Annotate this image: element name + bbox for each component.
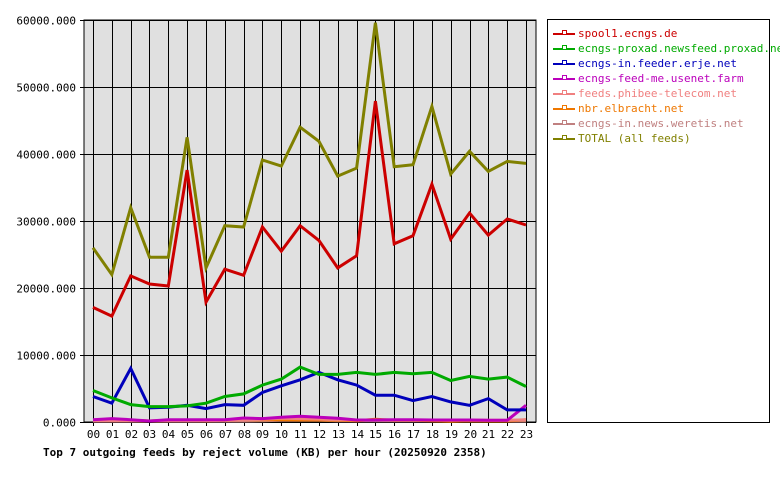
legend-item: TOTAL (all feeds) — [553, 131, 691, 146]
chart-title: Top 7 outgoing feeds by reject volume (K… — [43, 446, 487, 459]
x-tick-label: 20 — [464, 428, 477, 441]
x-tick-label: 22 — [501, 428, 514, 441]
y-tick-label: 50000.000 — [16, 82, 76, 95]
legend-label: TOTAL (all feeds) — [578, 132, 691, 145]
legend: spool1.ecngs.de ecngs-proxad.newsfeed.pro… — [547, 19, 780, 423]
legend-label: ecngs-feed-me.usenet.farm — [578, 72, 744, 85]
x-tick-label: 11 — [294, 428, 307, 441]
x-tick-label: 12 — [313, 428, 326, 441]
y-tick-label: 40000.000 — [16, 149, 76, 162]
legend-label: feeds.phibee-telecom.net — [578, 87, 737, 100]
legend-swatch-icon — [553, 89, 575, 98]
legend-swatch-icon — [553, 119, 575, 128]
legend-item: ecngs-in.news.weretis.net — [553, 116, 744, 131]
series-line-spool1-ecngs-de — [92, 100, 527, 319]
x-tick-label: 03 — [143, 428, 156, 441]
series-line-ecngs-feed-me-usenet-farm — [92, 404, 527, 423]
y-tick-label: 20000.000 — [16, 283, 76, 296]
x-tick-label: 17 — [407, 428, 420, 441]
y-axis: 0.000 10000.000 20000.000 30000.000 40000.00… — [16, 15, 84, 430]
legend-item: ecngs-proxad.newsfeed.proxad.net — [553, 41, 780, 56]
legend-swatch-icon — [553, 44, 575, 53]
legend-swatch-icon — [553, 104, 575, 113]
x-tick-label: 14 — [351, 428, 365, 441]
x-tick-label: 21 — [482, 428, 495, 441]
x-tick-label: 23 — [520, 428, 533, 441]
legend-swatch-icon — [553, 29, 575, 38]
legend-label: nbr.elbracht.net — [578, 102, 684, 115]
legend-item: nbr.elbracht.net — [553, 101, 684, 116]
x-tick-label: 06 — [200, 428, 213, 441]
y-tick-label: 0.000 — [43, 417, 76, 430]
x-tick-label: 09 — [256, 428, 269, 441]
series-line-ecngs-proxad-newsfeed-proxad-net — [92, 365, 527, 409]
legend-item: ecngs-in.feeder.erje.net — [553, 56, 737, 71]
x-tick-label: 04 — [162, 428, 176, 441]
legend-label: ecngs-in.feeder.erje.net — [578, 57, 737, 70]
legend-item: spool1.ecngs.de — [553, 26, 677, 41]
legend-item: feeds.phibee-telecom.net — [553, 86, 737, 101]
series-line-total-all-feeds- — [91, 22, 527, 279]
gridlines — [84, 20, 536, 423]
x-tick-label: 10 — [275, 428, 288, 441]
legend-label: spool1.ecngs.de — [578, 27, 678, 40]
x-tick-label: 19 — [445, 428, 458, 441]
y-tick-label: 60000.000 — [16, 15, 76, 28]
x-tick-label: 01 — [106, 428, 119, 441]
legend-label: ecngs-proxad.newsfeed.proxad.net — [578, 42, 780, 55]
x-tick-label: 16 — [388, 428, 401, 441]
x-tick-label: 00 — [87, 428, 100, 441]
x-tick-label: 18 — [426, 428, 439, 441]
legend-swatch-icon — [553, 74, 575, 83]
x-tick-label: 13 — [332, 428, 345, 441]
y-tick-label: 10000.000 — [16, 350, 76, 363]
legend-label: ecngs-in.news.weretis.net — [578, 117, 744, 130]
legend-swatch-icon — [553, 59, 575, 68]
legend-swatch-icon — [553, 134, 575, 143]
legend-item: ecngs-feed-me.usenet.farm — [553, 71, 744, 86]
x-tick-label: 08 — [238, 428, 251, 441]
y-tick-label: 30000.000 — [16, 216, 76, 229]
series-lines — [91, 22, 527, 423]
x-tick-label: 15 — [369, 428, 382, 441]
x-tick-label: 07 — [219, 428, 232, 441]
x-axis: 00 01 02 03 04 05 06 07 08 09 10 11 12 13 14 15 16 17 18 19… — [87, 422, 533, 441]
x-tick-label: 05 — [181, 428, 194, 441]
x-tick-label: 02 — [125, 428, 138, 441]
